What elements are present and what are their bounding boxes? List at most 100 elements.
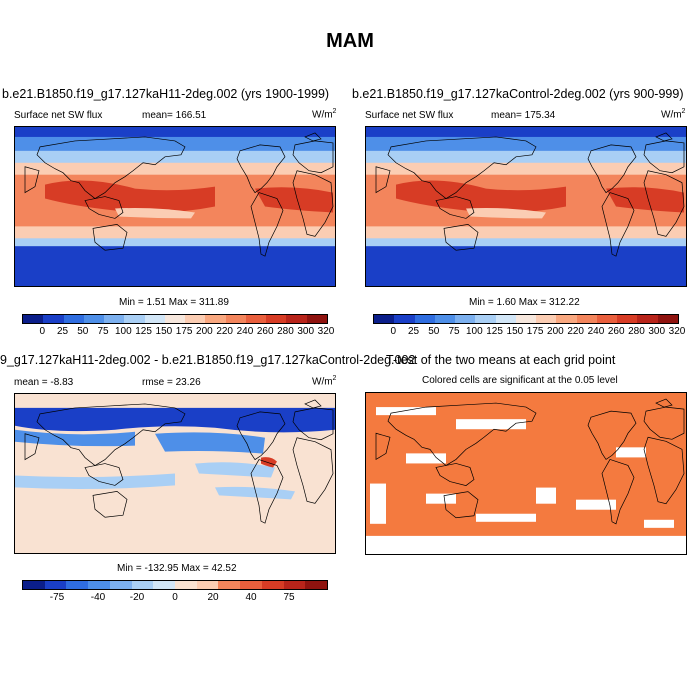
colorbar-swatch — [286, 315, 307, 323]
panel3-units: W/m2 — [312, 375, 337, 388]
colorbar-tick-label: 220 — [567, 326, 584, 337]
colorbar-swatch — [225, 315, 246, 323]
colorbar-swatch — [455, 315, 476, 323]
colorbar-swatch — [23, 315, 44, 323]
colorbar-tick-label: 260 — [256, 326, 274, 337]
colorbar-swatch — [495, 315, 516, 323]
colorbar-tick-label: 0 — [39, 326, 46, 337]
colorbar-tick-label: 175 — [175, 326, 193, 337]
colorbar-tick-label: 20 — [207, 592, 219, 603]
colorbar-tick-label: -40 — [90, 592, 106, 603]
colorbar-tick-label: 75 — [448, 326, 460, 337]
colorbar-tick-label: 100 — [465, 326, 483, 337]
colorbar-swatch — [185, 315, 206, 323]
ttest-nonsignificant-cells — [616, 447, 646, 458]
colorbar-swatch — [305, 581, 328, 589]
ttest-nonsignificant-cells — [406, 453, 446, 464]
flux-itcz-region — [115, 207, 195, 219]
panel2-colorbar — [373, 314, 679, 324]
flux-itcz-region — [466, 207, 546, 219]
colorbar-swatch — [66, 581, 89, 589]
colorbar-tick-label: 0 — [390, 326, 397, 337]
figure-title: MAM — [326, 30, 374, 52]
ttest-nonsignificant-cells — [370, 483, 386, 524]
colorbar-swatch — [637, 315, 658, 323]
colorbar-swatch — [196, 581, 219, 589]
diff-negative-region — [215, 486, 295, 500]
colorbar-swatch — [153, 581, 176, 589]
colorbar-swatch — [88, 581, 110, 589]
panel3-title: 9_g17.127kaH11-2deg.002 - b.e21.B1850.f1… — [0, 353, 416, 367]
colorbar-swatch — [23, 581, 45, 589]
colorbar-swatch — [261, 581, 284, 589]
colorbar-swatch — [617, 315, 638, 323]
ttest-nonsignificant-cells — [644, 519, 674, 528]
panel2-variable-label: Surface net SW flux — [365, 110, 454, 121]
colorbar-swatch — [306, 315, 327, 323]
colorbar-swatch — [374, 315, 395, 323]
diff-negative-region — [155, 432, 265, 454]
colorbar-swatch — [475, 315, 496, 323]
ttest-nonsignificant-cells — [536, 487, 556, 504]
panel1-minmax: Min = 1.51 Max = 311.89 — [119, 297, 229, 308]
colorbar-tick-label: 50 — [428, 326, 440, 337]
panel3-mean-label: mean = -8.83 — [14, 377, 74, 388]
colorbar-swatch — [576, 315, 597, 323]
colorbar-swatch — [63, 315, 84, 323]
colorbar-swatch — [124, 315, 145, 323]
colorbar-tick-label: 200 — [196, 326, 213, 337]
colorbar-tick-label: 40 — [245, 592, 257, 603]
colorbar-swatch — [104, 315, 125, 323]
colorbar-tick-label: 220 — [216, 326, 233, 337]
colorbar-tick-label: 300 — [648, 326, 666, 337]
panel4-map — [365, 392, 687, 555]
colorbar-tick-label: 200 — [547, 326, 564, 337]
colorbar-tick-label: 320 — [668, 326, 686, 337]
panel2-title: b.e21.B1850.f19_g17.127kaControl-2deg.00… — [352, 87, 684, 101]
ttest-nonsignificant-cells — [476, 513, 536, 522]
flux-max-region — [396, 180, 566, 213]
colorbar-swatch — [131, 581, 154, 589]
ttest-nonsignificant-cells — [576, 499, 616, 510]
panel1-map — [14, 126, 336, 287]
flux-band — [366, 238, 686, 249]
coastline — [375, 132, 685, 257]
colorbar-tick-label: 25 — [407, 326, 420, 337]
colorbar-swatch — [43, 315, 64, 323]
colorbar-tick-label: 280 — [277, 326, 294, 337]
colorbar-tick-label: -20 — [129, 592, 145, 603]
colorbar-tick-label: 240 — [587, 326, 605, 337]
colorbar-swatch — [83, 315, 105, 323]
colorbar-tick-label: 240 — [236, 326, 254, 337]
flux-band — [15, 238, 335, 249]
panel4-title: T-test of the two means at each grid poi… — [386, 353, 616, 367]
flux-band-north — [366, 136, 686, 155]
coastline — [24, 399, 334, 524]
coastline — [24, 132, 334, 257]
colorbar-swatch — [44, 581, 67, 589]
colorbar-swatch — [394, 315, 415, 323]
diff-negative-region — [15, 473, 175, 490]
flux-max-region — [45, 180, 215, 213]
colorbar-swatch — [109, 581, 132, 589]
panel3-map — [14, 393, 336, 554]
diff-negative-region — [15, 429, 135, 447]
colorbar-swatch — [266, 315, 287, 323]
colorbar-tick-label: 175 — [526, 326, 544, 337]
panel3-minmax: Min = -132.95 Max = 42.52 — [117, 563, 237, 574]
colorbar-swatch — [556, 315, 577, 323]
panel3-colorbar — [22, 580, 328, 590]
colorbar-swatch — [245, 315, 267, 323]
panel3-rmse-label: rmse = 23.26 — [142, 377, 201, 388]
panel4-subtitle: Colored cells are significant at the 0.0… — [422, 375, 618, 386]
flux-band — [366, 226, 686, 241]
colorbar-swatch — [657, 315, 678, 323]
colorbar-swatch — [218, 581, 241, 589]
panel1-mean-label: mean= 166.51 — [142, 110, 207, 121]
panel2-units: W/m2 — [661, 108, 686, 121]
flux-southern-ocean — [366, 246, 686, 286]
flux-max-region — [606, 187, 684, 213]
colorbar-swatch — [283, 581, 306, 589]
colorbar-swatch — [515, 315, 537, 323]
colorbar-swatch — [205, 315, 226, 323]
